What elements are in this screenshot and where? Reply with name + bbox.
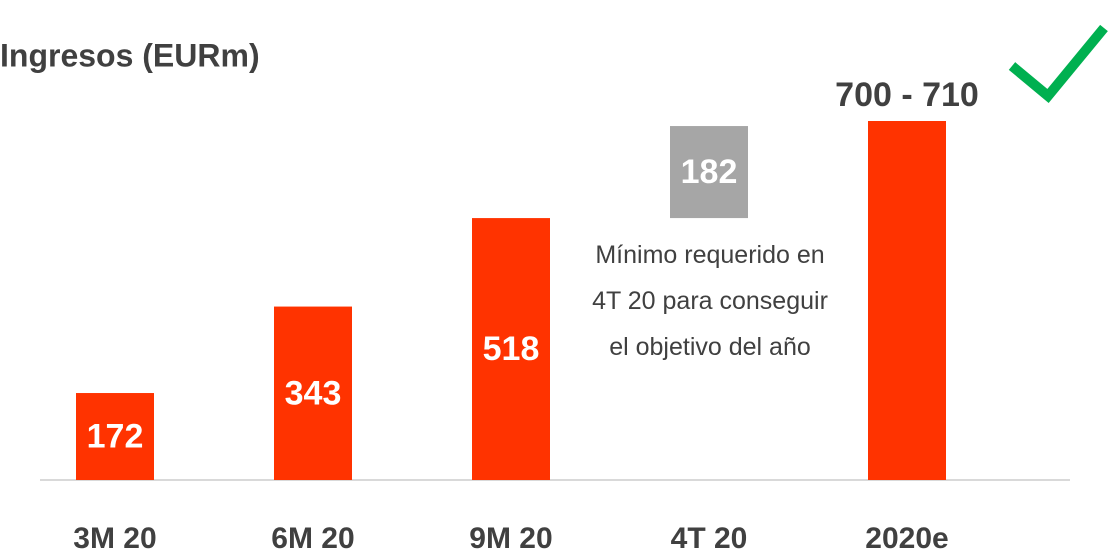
data-label: 182 [681,153,738,191]
bar [670,126,748,219]
bar [76,393,154,480]
chart-title: Ingresos (EURm) [0,37,260,73]
data-label: 518 [483,330,540,368]
data-label: 343 [285,374,342,412]
x-tick-label: 9M 20 [469,522,552,555]
check-mark [1008,24,1108,104]
x-tick-label: 2020e [865,522,948,555]
bar [472,218,550,480]
data-label: 172 [87,417,144,455]
bar [274,306,352,480]
x-tick-label: 4T 20 [671,522,748,555]
data-label: 700 - 710 [835,76,979,114]
x-tick-label: 3M 20 [73,522,156,555]
bar [868,121,946,480]
annotation: Mínimo requerido en 4T 20 para conseguir… [592,241,828,361]
x-tick-label: 6M 20 [271,522,354,555]
